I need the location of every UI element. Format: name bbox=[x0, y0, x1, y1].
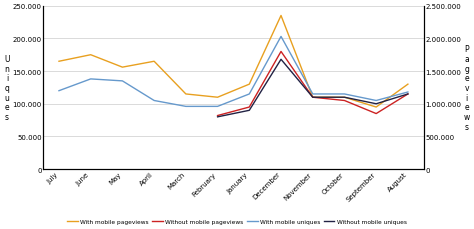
Y-axis label: P
a
g
e
v
i
e
w
s: P a g e v i e w s bbox=[464, 45, 470, 131]
Y-axis label: U
n
i
q
u
e
s: U n i q u e s bbox=[4, 55, 9, 121]
Legend: With mobile pageviews, Without mobile pageviews, With mobile uniques, Without mo: With mobile pageviews, Without mobile pa… bbox=[65, 216, 409, 226]
